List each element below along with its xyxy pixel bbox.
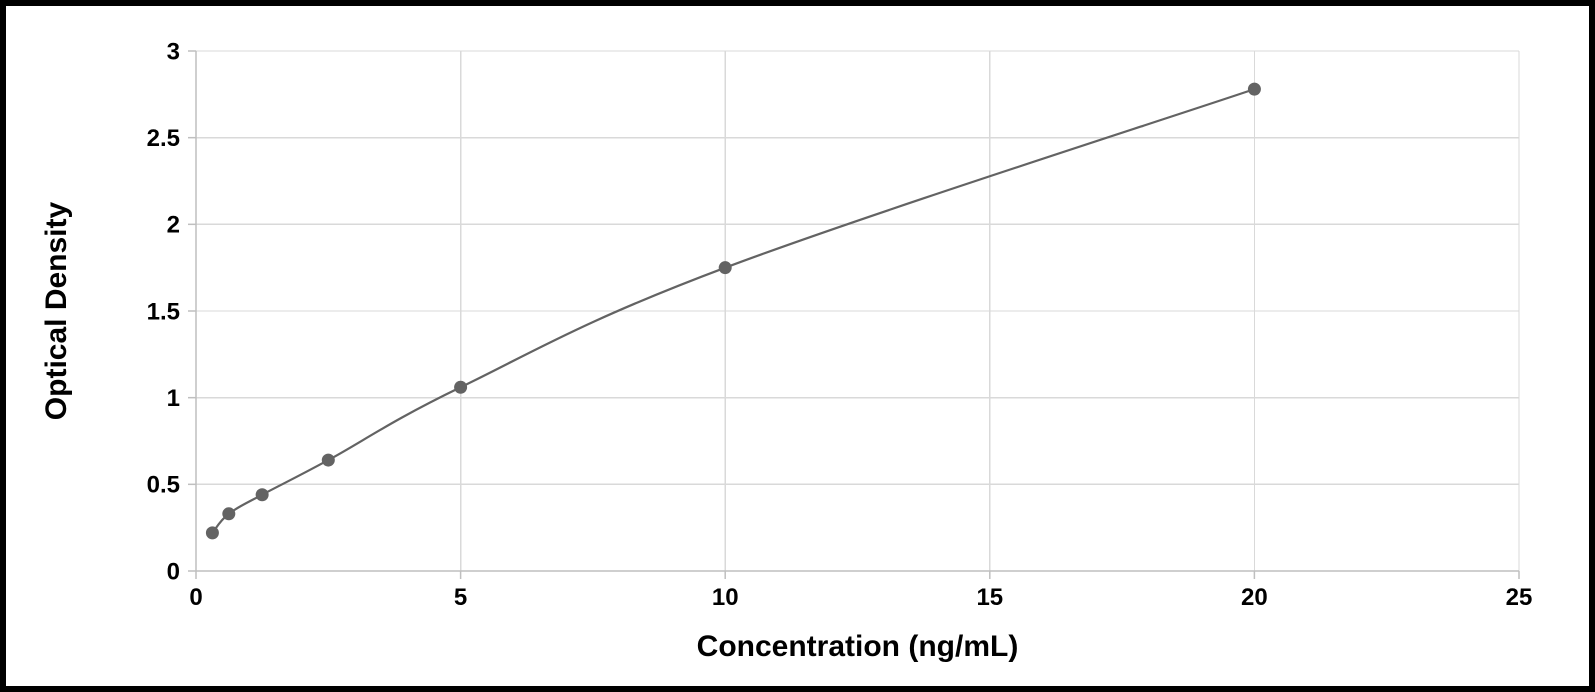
y-tick-label: 2 <box>167 212 180 239</box>
x-tick-label: 15 <box>976 584 1003 611</box>
data-point <box>454 381 467 394</box>
y-tick-label: 1 <box>167 385 180 412</box>
data-point <box>222 507 235 520</box>
data-point <box>719 261 732 274</box>
y-axis-label: Optical Density <box>40 201 73 420</box>
x-tick-label: 0 <box>189 584 202 611</box>
x-tick-label: 5 <box>454 584 467 611</box>
x-tick-label: 20 <box>1241 584 1268 611</box>
y-tick-label: 1.5 <box>147 298 180 325</box>
data-point <box>1248 83 1261 96</box>
chart-frame: 0 5 10 15 20 25 0 0.5 1 1.5 2 2.5 3 Optical Density Co… <box>0 0 1595 692</box>
data-point <box>206 526 219 539</box>
y-tick-label: 0 <box>167 558 180 585</box>
x-axis-label: Concentration (ng/mL) <box>697 630 1019 663</box>
plot-svg: 0 5 10 15 20 25 0 0.5 1 1.5 2 2.5 3 Optical Density Co… <box>26 26 1549 666</box>
plot-bg <box>26 26 1549 666</box>
data-point <box>322 454 335 467</box>
y-tick-label: 0.5 <box>147 472 180 499</box>
y-tick-label: 2.5 <box>147 125 180 152</box>
x-tick-label: 10 <box>712 584 739 611</box>
chart-wrap: 0 5 10 15 20 25 0 0.5 1 1.5 2 2.5 3 Optical Density Co… <box>26 26 1549 666</box>
x-tick-label: 25 <box>1506 584 1533 611</box>
data-point <box>256 488 269 501</box>
y-tick-label: 3 <box>167 38 180 65</box>
